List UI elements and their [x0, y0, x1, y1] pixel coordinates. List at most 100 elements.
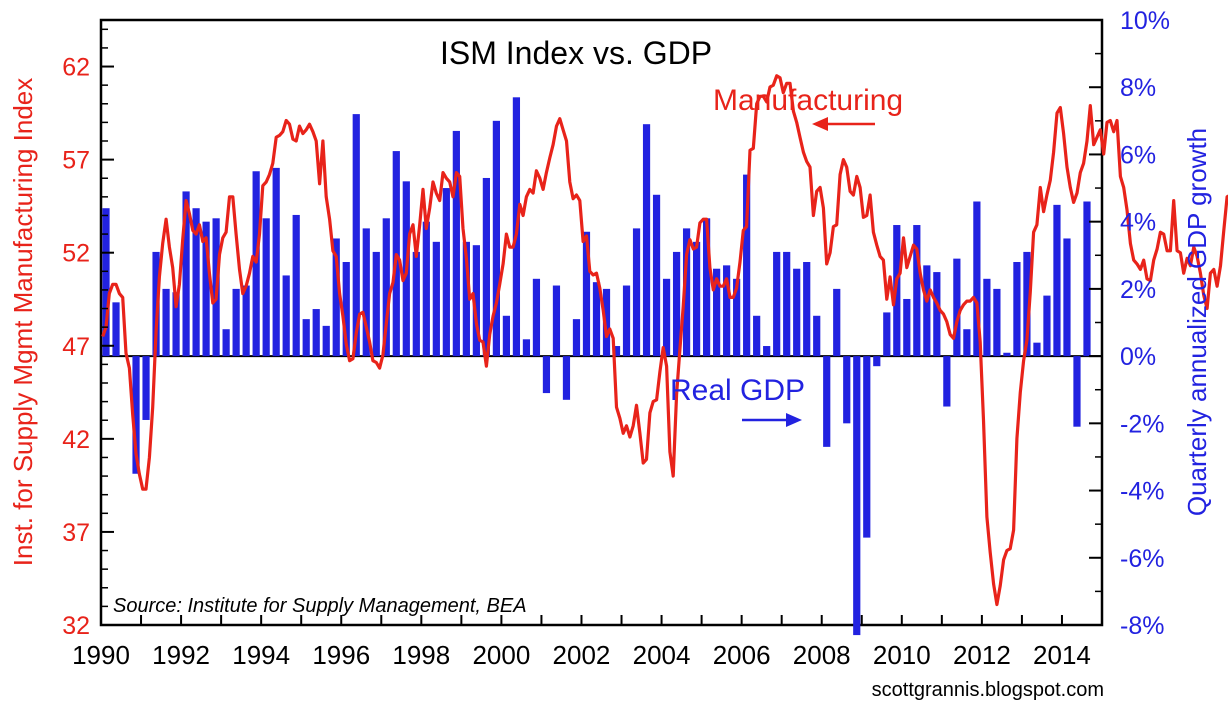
- gdp-bar: [412, 251, 420, 357]
- gdp-bar: [602, 288, 611, 357]
- gdp-bar: [462, 241, 470, 357]
- gdp-bar: [1053, 204, 1061, 357]
- gdp-bar: [542, 356, 551, 394]
- gdp-bar: [322, 325, 330, 357]
- gdp-bar: [502, 315, 511, 357]
- left-axis-title: Inst. for Supply Mgmt Manufacturing Inde…: [8, 78, 38, 566]
- gdp-bar: [262, 218, 270, 357]
- gdp-bar: [833, 288, 841, 357]
- gdp-bar: [753, 315, 761, 357]
- gdp-bar: [963, 329, 971, 357]
- x-tick-label: 1996: [312, 640, 370, 670]
- manufacturing-line: [101, 74, 1228, 607]
- gdp-bar: [332, 238, 340, 357]
- gdp-bar: [422, 221, 430, 357]
- gdp-bar: [192, 208, 200, 357]
- gdp-bar: [863, 356, 871, 538]
- gdp-bar: [913, 225, 921, 357]
- gdp-bar: [973, 201, 981, 357]
- gdp-bar: [773, 251, 781, 357]
- left-tick-label: 32: [62, 612, 90, 640]
- gdp-bar: [552, 285, 561, 357]
- gdp-bar: [562, 356, 571, 400]
- gdp-bar: [793, 268, 801, 357]
- x-tick-label: 2004: [633, 640, 691, 670]
- gdp-bar: [813, 315, 821, 357]
- manufacturing-arrow-icon: [812, 117, 875, 131]
- gdp-bar: [282, 275, 290, 357]
- x-tick-label: 2000: [472, 640, 530, 670]
- gdp-bar: [492, 120, 500, 357]
- right-tick-label: 0%: [1120, 343, 1156, 371]
- gdp-bar: [943, 356, 951, 407]
- right-tick-label: 4%: [1120, 209, 1156, 237]
- gdp-bar: [232, 288, 240, 357]
- right-tick-label: -2%: [1120, 410, 1164, 438]
- left-tick-label: 62: [62, 54, 90, 82]
- gdp-bar: [733, 278, 741, 357]
- manufacturing-annotation: Manufacturing: [713, 84, 903, 117]
- gdp-bar: [1013, 262, 1021, 357]
- credit-text: scottgrannis.blogspot.com: [872, 679, 1104, 701]
- gdp-bar: [1033, 342, 1041, 357]
- chart-title: ISM Index vs. GDP: [440, 35, 712, 71]
- right-tick-label: 10%: [1120, 7, 1170, 35]
- right-axis-title: Quarterly annualized GDP growth: [1182, 128, 1212, 516]
- gdp-bar: [572, 319, 581, 357]
- gdp-bar: [652, 194, 661, 357]
- gdp-bar: [362, 228, 370, 357]
- gdp-bar: [1023, 251, 1031, 357]
- gdp-bar: [763, 346, 771, 357]
- gdp-bar: [632, 228, 641, 357]
- gdp-bar: [1083, 201, 1091, 357]
- gdp-bar: [532, 278, 541, 357]
- gdp-bar: [783, 251, 791, 357]
- right-tick-label: 2%: [1120, 276, 1156, 304]
- gdp-bar: [703, 218, 711, 357]
- gdp-bar: [312, 309, 320, 357]
- right-tick-label: -6%: [1120, 545, 1164, 573]
- gdp-bar: [713, 268, 721, 357]
- right-tick-label: -8%: [1120, 612, 1164, 640]
- gdp-bar: [142, 356, 150, 420]
- gdp-bar: [1003, 352, 1011, 357]
- x-tick-label: 2002: [553, 640, 611, 670]
- x-tick-label: 1994: [232, 640, 290, 670]
- gdp-bar: [853, 356, 861, 636]
- gdp-bar: [953, 258, 961, 357]
- right-tick-label: -4%: [1120, 478, 1164, 506]
- gdp-bar: [592, 282, 601, 357]
- gdp-bar: [662, 278, 671, 357]
- x-tick-label: 2012: [953, 640, 1011, 670]
- x-tick-label: 1998: [392, 640, 450, 670]
- gdp-bar: [883, 312, 891, 357]
- gdp-bar: [242, 285, 250, 357]
- gdp-bar: [162, 288, 170, 357]
- gdp-bar: [1063, 238, 1071, 357]
- gdp-bar: [112, 302, 120, 357]
- gdp-bar: [923, 265, 931, 357]
- gdp-bar: [903, 298, 911, 357]
- left-tick-label: 37: [62, 519, 90, 547]
- gdp-bar: [993, 288, 1001, 357]
- left-tick-label: 42: [62, 426, 90, 454]
- x-tick-label: 2006: [713, 640, 771, 670]
- gdp-bar: [272, 167, 280, 357]
- x-tick-label: 2008: [793, 640, 851, 670]
- gdp-bar: [452, 130, 460, 357]
- gdp-bar: [843, 356, 851, 424]
- gdp-bar: [252, 171, 260, 357]
- right-axis: -8% -6% -4% -2% 0% 2% 4% 6% 8% 10%: [1089, 7, 1170, 640]
- gdp-bar: [302, 319, 310, 357]
- gdp-bar: [873, 356, 881, 367]
- gdp-bar: [372, 251, 380, 357]
- plot-area: [99, 18, 1104, 627]
- right-tick-label: 8%: [1120, 74, 1156, 102]
- gdp-bar: [132, 356, 140, 474]
- left-tick-label: 47: [62, 333, 90, 361]
- gdp-bar: [352, 114, 360, 357]
- left-tick-label: 57: [62, 147, 90, 175]
- gdp-bar: [723, 265, 731, 357]
- real-gdp-annotation: Real GDP: [670, 374, 805, 407]
